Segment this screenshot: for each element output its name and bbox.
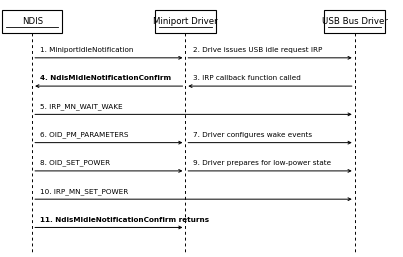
Text: USB Bus Driver: USB Bus Driver xyxy=(322,17,388,26)
Text: 9. Driver prepares for low-power state: 9. Driver prepares for low-power state xyxy=(193,160,332,166)
Text: 4. NdisMIdleNotificationConfirm: 4. NdisMIdleNotificationConfirm xyxy=(40,76,171,81)
FancyBboxPatch shape xyxy=(155,10,216,33)
FancyBboxPatch shape xyxy=(324,10,385,33)
Text: 8. OID_SET_POWER: 8. OID_SET_POWER xyxy=(40,160,110,166)
Text: 10. IRP_MN_SET_POWER: 10. IRP_MN_SET_POWER xyxy=(40,188,129,195)
FancyBboxPatch shape xyxy=(2,10,62,33)
Text: 7. Driver configures wake events: 7. Driver configures wake events xyxy=(193,132,313,138)
Text: 1. MiniportIdleNotification: 1. MiniportIdleNotification xyxy=(40,47,134,53)
Text: NDIS: NDIS xyxy=(22,17,43,26)
Text: 3. IRP callback function called: 3. IRP callback function called xyxy=(193,76,301,81)
Text: 11. NdisMIdleNotificationConfirm returns: 11. NdisMIdleNotificationConfirm returns xyxy=(40,217,210,223)
Text: Miniport Driver: Miniport Driver xyxy=(153,17,218,26)
Text: 6. OID_PM_PARAMETERS: 6. OID_PM_PARAMETERS xyxy=(40,131,129,138)
Text: 5. IRP_MN_WAIT_WAKE: 5. IRP_MN_WAIT_WAKE xyxy=(40,103,123,110)
Text: 2. Drive issues USB idle request IRP: 2. Drive issues USB idle request IRP xyxy=(193,47,323,53)
